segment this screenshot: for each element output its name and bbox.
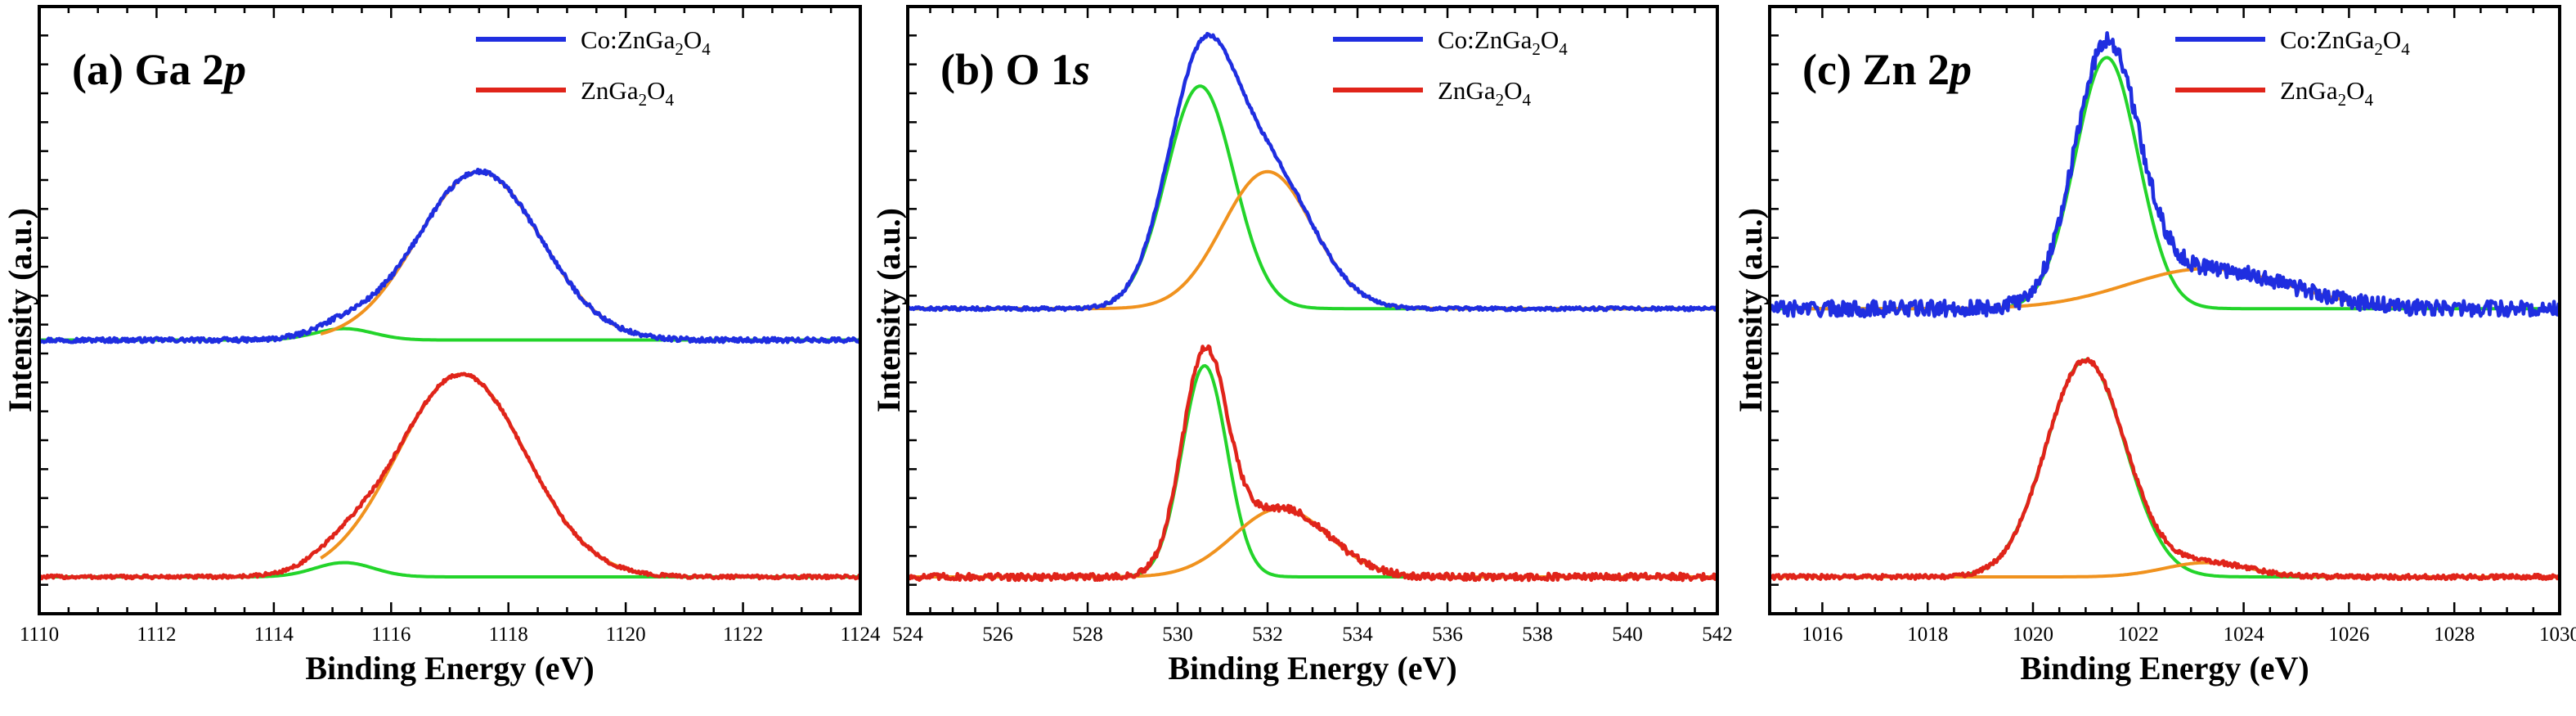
series-undoped bbox=[1770, 357, 2560, 582]
y-axis-title: Intensity (a.u.) bbox=[1732, 208, 1769, 412]
panel-label: (a) Ga 2p bbox=[72, 45, 246, 94]
fit-component-component-low bbox=[908, 364, 1717, 579]
x-tick-label: 538 bbox=[1522, 624, 1553, 646]
y-axis-title: Intensity (a.u.) bbox=[870, 208, 907, 412]
series-undoped bbox=[908, 344, 1717, 583]
x-tick-label: 1026 bbox=[2328, 624, 2369, 646]
x-tick-label: 1024 bbox=[2224, 624, 2265, 646]
y-axis-title: Intensity (a.u.) bbox=[2, 208, 38, 412]
fit-component-component-low bbox=[908, 84, 1717, 311]
x-tick-label: 1114 bbox=[254, 624, 294, 646]
legend-label: ZnGa2O4 bbox=[1438, 76, 1531, 110]
series-co-doped bbox=[908, 31, 1717, 313]
x-tick-label: 534 bbox=[1342, 624, 1373, 646]
x-tick-label: 1120 bbox=[606, 624, 646, 646]
panel-label: (b) O 1s bbox=[940, 45, 1090, 94]
fit-component-component-high bbox=[320, 372, 639, 574]
legend-label: Co:ZnGa2O4 bbox=[1438, 25, 1568, 59]
fit-component-component-high bbox=[908, 507, 1717, 579]
legend-label: Co:ZnGa2O4 bbox=[2280, 25, 2410, 59]
chart-panel-2: 524 526 528 530 532 534 536 538 540 542 Binding En… bbox=[870, 5, 1733, 687]
x-tick-label: 532 bbox=[1252, 624, 1283, 646]
x-tick-label: 542 bbox=[1702, 624, 1733, 646]
panel-label: (c) Zn 2p bbox=[1802, 45, 1972, 94]
legend-label: Co:ZnGa2O4 bbox=[581, 25, 711, 59]
fit-component-component-low bbox=[1770, 56, 2560, 311]
x-tick-label: 530 bbox=[1162, 624, 1193, 646]
x-tick-label: 526 bbox=[982, 624, 1013, 646]
x-tick-label: 1018 bbox=[1907, 624, 1948, 646]
x-tick-label: 536 bbox=[1432, 624, 1463, 646]
fit-component-component-high bbox=[908, 169, 1717, 311]
x-axis-title: Binding Energy (eV) bbox=[2020, 650, 2309, 687]
fit-component-component-low bbox=[1770, 358, 2560, 579]
series-co-doped bbox=[39, 167, 860, 344]
fit-component-component-high bbox=[320, 169, 639, 335]
x-tick-label: 528 bbox=[1072, 624, 1103, 646]
plot-frame bbox=[38, 5, 862, 615]
curves bbox=[39, 167, 860, 581]
x-tick-label: 1116 bbox=[371, 624, 411, 646]
x-axis-title: Binding Energy (eV) bbox=[1168, 650, 1456, 687]
legend-label: ZnGa2O4 bbox=[581, 76, 674, 110]
x-tick-label: 524 bbox=[892, 624, 923, 646]
legend-label: ZnGa2O4 bbox=[2280, 76, 2373, 110]
x-tick-label: 1022 bbox=[2118, 624, 2159, 646]
x-tick-label: 1016 bbox=[1802, 624, 1842, 646]
x-tick-label: 540 bbox=[1612, 624, 1643, 646]
x-tick-label: 1122 bbox=[723, 624, 763, 646]
x-axis-title: Binding Energy (eV) bbox=[305, 650, 594, 687]
series-undoped bbox=[39, 372, 860, 581]
curves bbox=[908, 31, 1717, 583]
x-tick-label: 1030 bbox=[2539, 624, 2576, 646]
x-tick-label: 1110 bbox=[20, 624, 59, 646]
curves bbox=[1770, 31, 2560, 582]
x-tick-label: 1118 bbox=[489, 624, 528, 646]
x-tick-label: 1112 bbox=[137, 624, 176, 646]
x-tick-label: 1028 bbox=[2434, 624, 2475, 646]
chart-panel-1: 1110 1112 1114 1116 1118 1120 1122 1124 Binding … bbox=[2, 5, 881, 687]
x-tick-label: 1020 bbox=[2013, 624, 2053, 646]
chart-panel-3: 1016 1018 1020 1022 1024 1026 1028 1030 Binding … bbox=[1732, 5, 2576, 687]
series-co-doped bbox=[1770, 31, 2560, 319]
x-tick-label: 1124 bbox=[840, 624, 881, 646]
